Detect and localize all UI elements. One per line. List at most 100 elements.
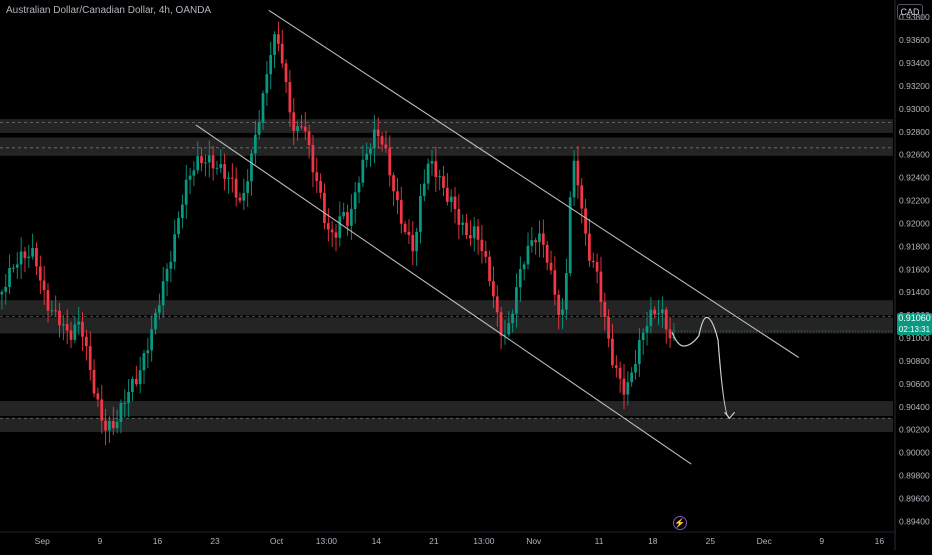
projection-path[interactable] bbox=[671, 316, 730, 419]
candle-body bbox=[177, 217, 180, 235]
candle-body bbox=[407, 231, 411, 235]
candle-body bbox=[100, 399, 104, 421]
candle-body bbox=[84, 336, 88, 347]
currency-button[interactable]: CAD bbox=[897, 4, 923, 20]
candle-body bbox=[19, 251, 23, 265]
candle-body bbox=[641, 332, 645, 340]
candle-body bbox=[653, 309, 657, 315]
candle-body bbox=[227, 177, 230, 179]
candle-body bbox=[499, 312, 503, 336]
candle-body bbox=[154, 312, 157, 330]
time-tick-label: 14 bbox=[372, 536, 382, 546]
last-price-label: 0.91060 bbox=[898, 313, 931, 323]
price-tick-label: 0.93600 bbox=[899, 35, 930, 45]
channel-lower-line[interactable] bbox=[195, 124, 692, 465]
candle-body bbox=[338, 216, 342, 238]
candle-body bbox=[238, 197, 242, 201]
lightning-icon[interactable]: ⚡ bbox=[673, 516, 687, 530]
price-tick-label: 0.93800 bbox=[899, 12, 930, 22]
price-tick-label: 0.93200 bbox=[899, 81, 930, 91]
candle-body bbox=[108, 420, 111, 431]
candle-body bbox=[234, 178, 238, 198]
projection-arrow[interactable] bbox=[671, 316, 736, 420]
price-tick-label: 0.91600 bbox=[899, 264, 930, 274]
candle-body bbox=[380, 136, 384, 145]
candle-body bbox=[296, 126, 299, 131]
candle-body bbox=[668, 329, 672, 339]
candle-body bbox=[342, 212, 345, 217]
candle-body bbox=[15, 264, 19, 268]
candle-body bbox=[637, 339, 641, 365]
candle-body bbox=[353, 192, 357, 210]
candle-body bbox=[326, 223, 330, 230]
candle-body bbox=[426, 163, 430, 184]
candle-body bbox=[614, 365, 618, 368]
candle-body bbox=[492, 281, 495, 297]
projection-arrowhead bbox=[724, 411, 736, 420]
candle-body bbox=[576, 160, 580, 186]
price-tick-label: 0.92200 bbox=[899, 196, 930, 206]
candle-body bbox=[315, 172, 319, 182]
candle-body bbox=[330, 229, 334, 233]
candle-body bbox=[588, 233, 591, 261]
candle-body bbox=[230, 177, 234, 179]
candle-body bbox=[503, 334, 507, 336]
candle-body bbox=[207, 155, 211, 163]
candle-body bbox=[261, 93, 265, 123]
candle-body bbox=[572, 160, 576, 198]
candle-body bbox=[27, 256, 31, 259]
candle-body bbox=[369, 148, 372, 154]
candle-body bbox=[495, 296, 499, 313]
candle-body bbox=[438, 176, 441, 178]
candle-body bbox=[476, 226, 480, 240]
candle-body bbox=[96, 393, 100, 400]
candle-body bbox=[184, 179, 188, 205]
candle-body bbox=[630, 372, 633, 383]
candle-body bbox=[246, 181, 249, 193]
candle-body bbox=[564, 273, 568, 310]
candle-body bbox=[618, 367, 622, 379]
candle-body bbox=[77, 321, 81, 325]
candle-body bbox=[311, 144, 315, 173]
candle-body bbox=[288, 82, 292, 113]
candle-body bbox=[334, 232, 338, 238]
candle-body bbox=[73, 324, 77, 340]
price-tick-label: 0.89800 bbox=[899, 471, 930, 481]
candle-body bbox=[557, 294, 561, 315]
price-tick-label: 0.93400 bbox=[899, 58, 930, 68]
zone-band bbox=[0, 401, 893, 416]
candle-body bbox=[123, 403, 127, 405]
price-axis[interactable]: 0.93800 0.93600 0.93400 0.93200 0.93000 0.928… bbox=[899, 12, 930, 526]
zone-band bbox=[0, 418, 893, 432]
candle-body bbox=[173, 234, 177, 262]
price-tick-label: 0.89400 bbox=[899, 516, 930, 526]
bar-countdown: 02:13:31 bbox=[898, 325, 931, 334]
candle-body bbox=[388, 148, 392, 176]
candle-body bbox=[150, 329, 153, 351]
candle-body bbox=[518, 269, 522, 288]
channel-upper-line[interactable] bbox=[268, 9, 800, 358]
descending-channel[interactable] bbox=[195, 9, 800, 465]
dashed-level-lines bbox=[0, 122, 893, 419]
candle-body bbox=[292, 112, 296, 131]
price-tick-label: 0.91800 bbox=[899, 241, 930, 251]
candle-body bbox=[165, 268, 169, 282]
time-tick-label: 16 bbox=[153, 536, 163, 546]
candle-body bbox=[449, 196, 453, 202]
candle-body bbox=[488, 256, 491, 282]
price-tick-label: 0.92800 bbox=[899, 127, 930, 137]
candle-body bbox=[411, 234, 415, 252]
candle-body bbox=[660, 309, 664, 314]
price-tick-label: 0.90400 bbox=[899, 402, 930, 412]
candle-body bbox=[119, 403, 123, 422]
time-axis[interactable]: Sep 9 16 23 Oct 13:00 14 21 13:00 Nov 11 18 25 Dec 9 16 bbox=[35, 536, 885, 546]
price-tick-label: 0.90000 bbox=[899, 448, 930, 458]
candle-body bbox=[434, 161, 438, 177]
candle-body bbox=[269, 55, 273, 75]
candle-body bbox=[42, 280, 46, 291]
candle-body bbox=[422, 183, 426, 196]
candle-body bbox=[549, 262, 553, 271]
candles bbox=[0, 21, 676, 446]
